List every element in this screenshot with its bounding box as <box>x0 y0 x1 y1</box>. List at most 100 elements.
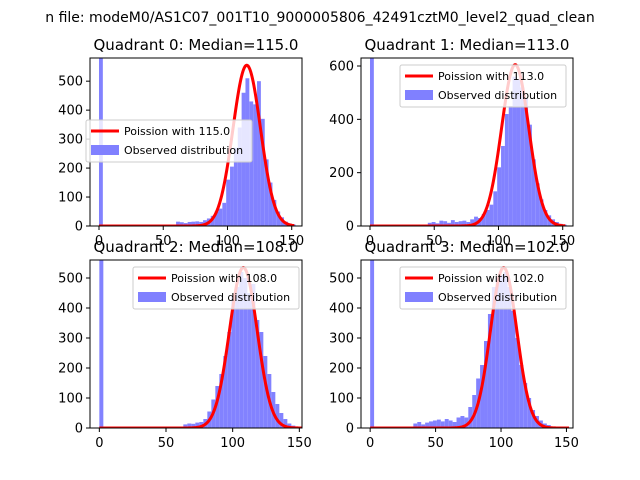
hist-bar <box>214 211 219 226</box>
legend-hist-label: Observed distribution <box>438 291 557 304</box>
hist-bar <box>247 293 252 428</box>
hist-bar <box>515 338 520 428</box>
hist-bar <box>480 365 485 428</box>
subplot-title: Quadrant 1: Median=113.0 <box>365 36 570 54</box>
legend-hist-swatch <box>405 90 433 100</box>
hist-bar <box>440 421 445 428</box>
legend: Poission with 113.0 Observed distribution <box>399 64 567 108</box>
x-tick-label: 150 <box>550 234 575 249</box>
hist-bar <box>458 221 463 226</box>
hist-bar <box>474 216 478 226</box>
legend-frame <box>85 119 253 163</box>
y-tick-label: 500 <box>58 75 83 90</box>
y-tick-label: 200 <box>329 166 354 181</box>
subplot-quadrant-1: 0 50 100 150 0 200 400 600 Quadrant 1: Median=11… <box>329 36 575 249</box>
legend-frame <box>399 64 567 108</box>
hist-bar <box>462 220 467 226</box>
hist-bar <box>259 332 264 428</box>
hist-bar <box>231 296 236 428</box>
subplot-quadrant-3: 0 50 100 150 0 100 200 300 400 500 Quadrant 3: Med… <box>329 238 579 451</box>
hist-bar <box>255 320 260 428</box>
legend: Poission with 115.0 Observed distribution <box>85 119 253 163</box>
hist-bar <box>260 118 265 226</box>
axes-frame <box>360 259 574 429</box>
hist-bar <box>219 374 224 428</box>
hist-bar <box>468 407 473 428</box>
y-tick-label: 400 <box>329 113 354 128</box>
hist-bar <box>447 222 451 226</box>
hist-bar <box>487 314 492 428</box>
hist-bar <box>215 386 220 428</box>
hist-bar <box>511 311 516 428</box>
hist-bar <box>528 124 532 226</box>
hist-bar <box>491 287 496 428</box>
legend-hist-swatch <box>405 292 433 302</box>
hist-bar <box>493 191 498 226</box>
y-tick-label: 500 <box>329 272 354 287</box>
y-tick-label: 500 <box>58 272 83 287</box>
legend-frame <box>132 266 300 310</box>
hist-bar <box>539 199 544 226</box>
hist-bar <box>499 275 504 428</box>
hist-bar <box>527 398 532 428</box>
hist-bar <box>497 167 502 226</box>
hist-bar <box>504 114 509 226</box>
legend: Poission with 102.0 Observed distribution <box>399 266 567 310</box>
hist-bar <box>275 404 280 428</box>
hist-bar <box>432 420 437 428</box>
hist-bar <box>195 422 200 428</box>
hist-bar <box>187 221 192 226</box>
legend-frame <box>399 266 567 310</box>
hist-bar <box>452 422 457 428</box>
figure-suptitle: n file: modeM0/AS1C07_001T10_9000005806_… <box>45 10 594 26</box>
x-tick-label: 0 <box>366 234 374 249</box>
hist-bar <box>460 416 465 428</box>
subplot-title: Quadrant 0: Median=115.0 <box>94 36 299 54</box>
hist-bar <box>470 219 475 226</box>
hist-bar <box>370 260 375 428</box>
axes-frame <box>89 259 303 429</box>
hist-bar <box>464 417 469 428</box>
hist-bar <box>369 58 374 226</box>
x-tick-label: 50 <box>427 436 444 451</box>
x-tick-label: 0 <box>95 436 103 451</box>
y-tick-label: 0 <box>75 220 83 235</box>
hist-bar <box>421 424 426 428</box>
legend-poisson-label: Poission with 113.0 <box>438 70 544 83</box>
hist-bar <box>187 423 192 428</box>
y-tick-label: 0 <box>75 422 83 437</box>
hist-bar <box>235 287 240 428</box>
hist-bar <box>535 183 540 226</box>
hist-bar <box>431 222 436 226</box>
y-tick-label: 400 <box>58 302 83 317</box>
plot-area <box>98 260 302 428</box>
hist-bar <box>99 260 104 428</box>
x-tick-label: 0 <box>366 436 374 451</box>
y-tick-label: 200 <box>329 362 354 377</box>
legend-hist-swatch <box>138 292 166 302</box>
hist-bar <box>448 420 453 428</box>
x-tick-label: 0 <box>95 234 103 249</box>
hist-bar <box>512 76 517 226</box>
hist-bar <box>191 221 196 226</box>
hist-bar <box>484 341 488 428</box>
hist-bar <box>443 221 448 226</box>
legend-poisson-label: Poission with 102.0 <box>438 272 544 285</box>
hist-bar <box>249 101 254 226</box>
hist-bar <box>283 419 288 428</box>
legend-poisson-label: Poission with 108.0 <box>171 272 277 285</box>
subplot-title: Quadrant 2: Median=108.0 <box>94 238 299 256</box>
hist-bar <box>523 383 528 428</box>
axes-frame <box>360 57 574 227</box>
hist-bar <box>436 419 441 428</box>
hist-bar <box>251 284 256 428</box>
hist-bar <box>543 210 548 226</box>
hist-bar <box>456 417 461 428</box>
hist-bar <box>429 421 433 428</box>
hist-bar <box>239 272 244 428</box>
hist-bar <box>218 208 223 226</box>
hist-bar <box>450 220 455 226</box>
x-tick-label: 50 <box>158 436 175 451</box>
